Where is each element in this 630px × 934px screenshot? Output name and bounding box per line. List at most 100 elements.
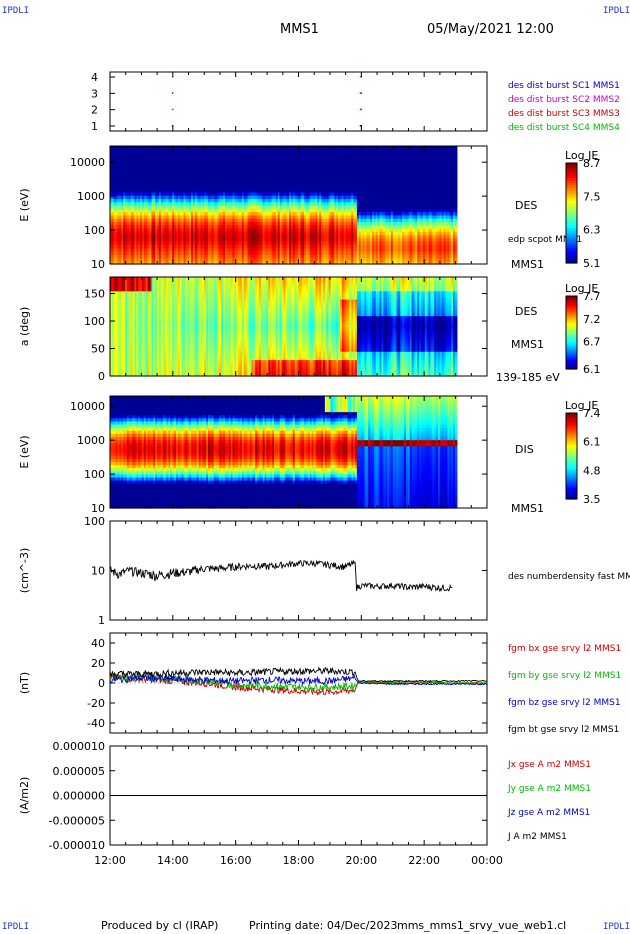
des-energy-panel-cell xyxy=(194,188,198,193)
des-energy-panel-cell xyxy=(177,234,181,239)
des-energy-panel-cell xyxy=(113,214,117,219)
des-energy-panel-cell xyxy=(174,244,177,249)
des-energy-panel-cell xyxy=(175,149,179,154)
des-energy-panel-cell xyxy=(151,218,154,222)
des-energy-panel-cell xyxy=(134,182,137,186)
des-energy-panel-cell xyxy=(153,178,156,183)
des-energy-panel-cell xyxy=(145,159,149,163)
des-energy-panel-cell xyxy=(136,227,139,232)
des-energy-panel-cell xyxy=(168,218,171,222)
des-energy-panel-cell xyxy=(134,260,137,265)
des-energy-panel-cell xyxy=(159,195,162,200)
des-energy-panel-cell xyxy=(110,149,113,154)
des-energy-panel-cell xyxy=(160,244,164,249)
des-energy-panel-cell xyxy=(110,185,113,190)
des-energy-panel-cell xyxy=(189,185,192,190)
des-energy-panel-cell xyxy=(117,191,121,196)
des-energy-panel-cell xyxy=(192,198,196,203)
des-energy-panel-cell xyxy=(111,198,115,203)
des-energy-panel-cell xyxy=(153,208,156,213)
des-energy-panel-cell xyxy=(119,221,122,226)
des-energy-panel-cell xyxy=(187,205,190,209)
des-energy-panel-cell xyxy=(130,254,134,259)
des-energy-panel-cell xyxy=(177,185,181,190)
des-energy-panel-cell xyxy=(179,168,183,173)
des-energy-panel-cell xyxy=(187,211,190,216)
des-energy-panel-cell xyxy=(143,168,147,173)
des-energy-panel-cell xyxy=(175,250,179,255)
des-energy-panel-cell xyxy=(170,198,173,203)
des-energy-panel-cell xyxy=(179,198,183,203)
des-energy-panel-cell xyxy=(140,175,143,180)
des-energy-panel-cell xyxy=(194,191,198,196)
des-energy-panel-cell xyxy=(164,201,168,206)
des-energy-panel-cell xyxy=(192,172,196,177)
des-energy-panel-cell xyxy=(149,195,153,200)
des-energy-panel-cell xyxy=(175,218,179,222)
des-energy-panel-cell xyxy=(130,168,134,173)
des-energy-panel-cell xyxy=(121,152,124,157)
des-energy-panel-cell xyxy=(174,250,177,255)
des-energy-panel-cell xyxy=(192,231,196,236)
des-energy-panel-cell xyxy=(185,182,188,186)
des-energy-panel-cell xyxy=(111,214,115,219)
des-energy-panel-cell xyxy=(128,221,132,226)
des-energy-panel-cell xyxy=(183,175,186,180)
des-energy-panel-cell xyxy=(115,195,119,200)
des-energy-panel-cell xyxy=(183,208,186,213)
des-energy-panel-cell xyxy=(145,168,149,173)
des-energy-panel-cell xyxy=(160,227,164,232)
des-energy-panel-cell xyxy=(110,195,113,200)
des-energy-panel-cell xyxy=(155,260,158,265)
des-energy-panel-cell xyxy=(181,178,185,183)
des-energy-panel-cell xyxy=(111,244,115,249)
des-energy-panel-cell xyxy=(183,231,186,236)
des-energy-panel-cell xyxy=(110,175,113,180)
des-energy-panel-cell xyxy=(175,208,179,213)
des-energy-panel-cell xyxy=(151,182,154,186)
des-energy-panel-cell xyxy=(181,172,185,177)
des-energy-panel-cell xyxy=(130,237,134,242)
des-energy-panel-cell xyxy=(125,146,128,150)
des-energy-panel-cell xyxy=(170,237,173,242)
des-energy-panel-cell xyxy=(160,162,164,167)
des-energy-panel-cell xyxy=(128,234,132,239)
des-energy-panel-cell xyxy=(136,175,139,180)
des-energy-panel-cell xyxy=(187,254,190,259)
des-energy-panel-cell xyxy=(113,247,117,252)
des-energy-panel-cell xyxy=(138,172,141,177)
des-energy-panel-cell xyxy=(132,168,136,173)
des-energy-panel-cell xyxy=(192,211,196,216)
des-energy-panel-cell xyxy=(183,241,186,245)
des-energy-panel-cell xyxy=(142,254,145,259)
des-energy-panel-cell xyxy=(153,159,156,163)
des-energy-panel-cell xyxy=(177,205,181,209)
burst-panel-ytick-label: 2 xyxy=(91,104,98,117)
des-energy-panel-cell xyxy=(138,149,141,154)
des-energy-panel-cell xyxy=(155,234,158,239)
des-energy-panel-cell xyxy=(128,149,132,154)
des-energy-panel-cell xyxy=(119,195,122,200)
burst-panel-legend-1: des dist burst SC1 MMS1 xyxy=(508,81,620,91)
des-energy-panel-cell xyxy=(168,231,171,236)
des-energy-panel-cell xyxy=(187,172,190,177)
des-energy-panel-cell xyxy=(143,214,147,219)
des-energy-panel-cell xyxy=(157,178,160,183)
des-energy-panel-cell xyxy=(123,254,126,259)
des-energy-panel-cell xyxy=(183,257,186,262)
des-energy-panel-cell xyxy=(166,208,170,213)
des-energy-panel-cell xyxy=(159,214,162,219)
des-energy-panel-cell xyxy=(185,234,188,239)
des-energy-panel-cell xyxy=(130,244,134,249)
des-energy-panel-cell xyxy=(181,244,185,249)
des-energy-panel-cell xyxy=(151,172,154,177)
des-energy-panel-cell xyxy=(121,155,124,160)
des-energy-panel-cell xyxy=(164,211,168,216)
des-energy-panel-cell xyxy=(143,191,147,196)
des-energy-panel-cell xyxy=(143,149,147,154)
des-energy-panel-cell xyxy=(111,208,115,213)
des-energy-panel-cell xyxy=(117,188,121,193)
des-energy-panel-cell xyxy=(170,182,173,186)
des-energy-panel-cell xyxy=(172,185,175,190)
des-energy-panel-cell xyxy=(196,221,200,226)
